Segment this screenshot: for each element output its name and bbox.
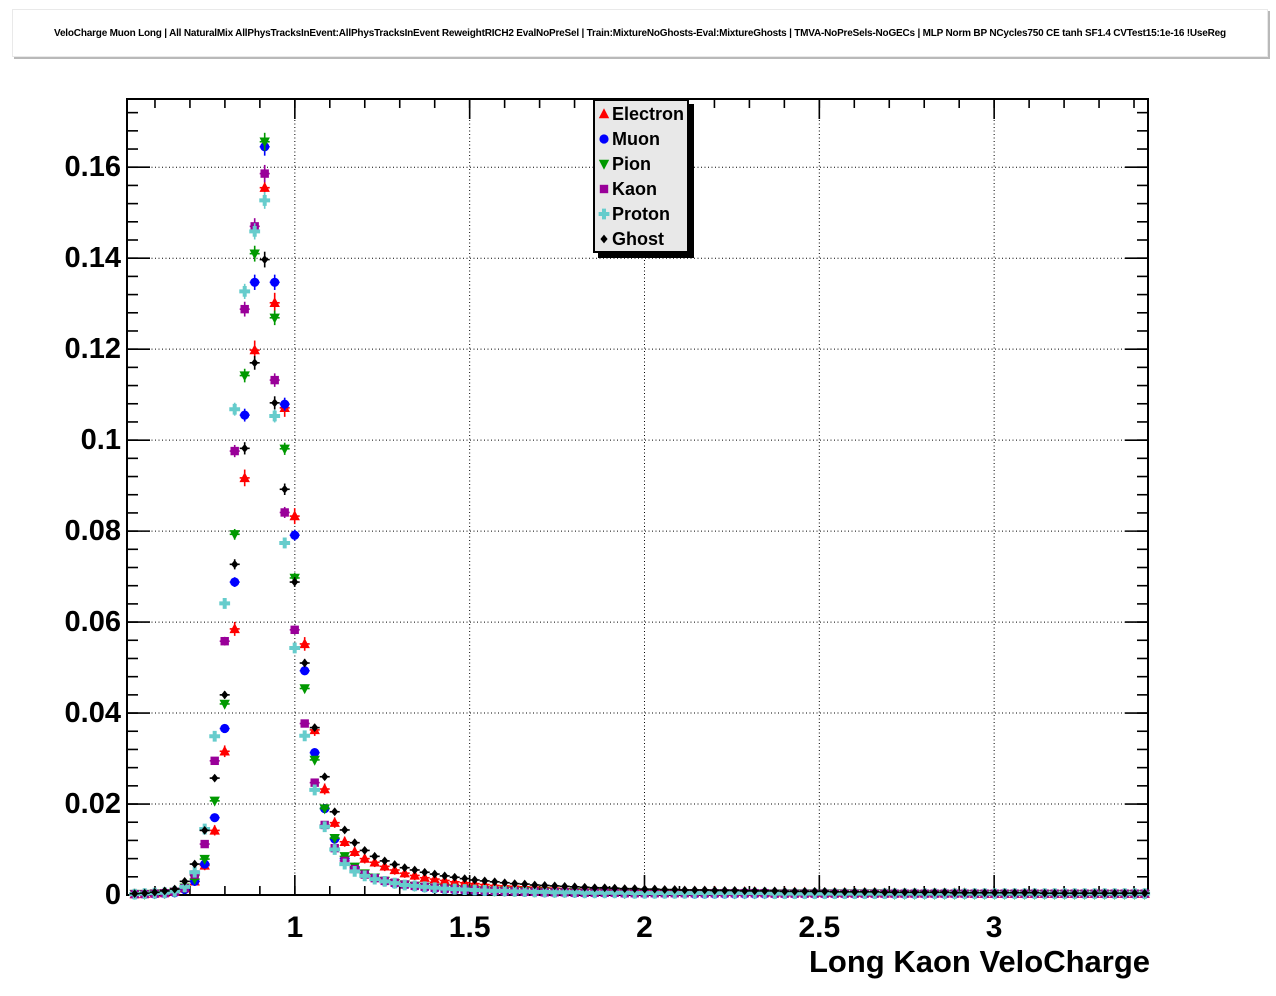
plus-marker-icon <box>598 208 610 219</box>
y-tick-label: 0 <box>105 879 121 911</box>
legend-label: Pion <box>612 153 651 174</box>
x-tick-label: 1 <box>286 911 303 944</box>
series-electron <box>129 176 1150 899</box>
triangle-up-marker-icon <box>598 107 610 118</box>
x-tick-label: 2 <box>636 911 653 944</box>
legend-label: Electron <box>612 103 685 124</box>
series-proton <box>129 192 1151 900</box>
title-pad: VeloCharge Muon Long | All NaturalMix Al… <box>12 9 1268 57</box>
triangle-down-marker-icon <box>598 159 610 170</box>
plot-title: VeloCharge Muon Long | All NaturalMix Al… <box>54 27 1226 39</box>
legend-item-pion: Pion <box>595 151 687 176</box>
legend-item-electron: Electron <box>595 101 687 126</box>
legend-item-kaon: Kaon <box>595 176 687 201</box>
y-tick-label: 0.14 <box>65 242 121 274</box>
y-tick-label: 0.08 <box>65 515 121 547</box>
legend-item-proton: Proton <box>595 201 687 226</box>
x-tick-label: 2.5 <box>798 911 840 944</box>
y-tick-label: 0.04 <box>65 697 121 729</box>
diamond-marker-icon <box>600 234 608 243</box>
series-ghost <box>129 251 1150 899</box>
y-tick-label: 0.1 <box>81 424 121 456</box>
x-tick-label: 3 <box>986 911 1003 944</box>
square-marker-icon <box>599 184 609 193</box>
y-tick-label: 0.16 <box>65 151 121 183</box>
legend-label: Proton <box>612 203 670 224</box>
series-kaon <box>129 164 1150 899</box>
y-tick-label: 0.02 <box>65 788 121 820</box>
y-tick-label: 0.12 <box>65 333 121 365</box>
legend-item-ghost: Ghost <box>595 226 687 251</box>
circle-marker-icon <box>599 133 609 144</box>
legend-label: Muon <box>612 128 660 149</box>
legend: Electron Muon Pion Kaon Proton Ghost <box>593 99 689 253</box>
legend-label: Kaon <box>612 178 657 199</box>
legend-item-muon: Muon <box>595 126 687 151</box>
y-tick-label: 0.06 <box>65 606 121 638</box>
x-tick-label: 1.5 <box>449 911 491 944</box>
legend-label: Ghost <box>612 228 664 249</box>
x-axis-title: Long Kaon VeloCharge <box>808 944 1150 979</box>
